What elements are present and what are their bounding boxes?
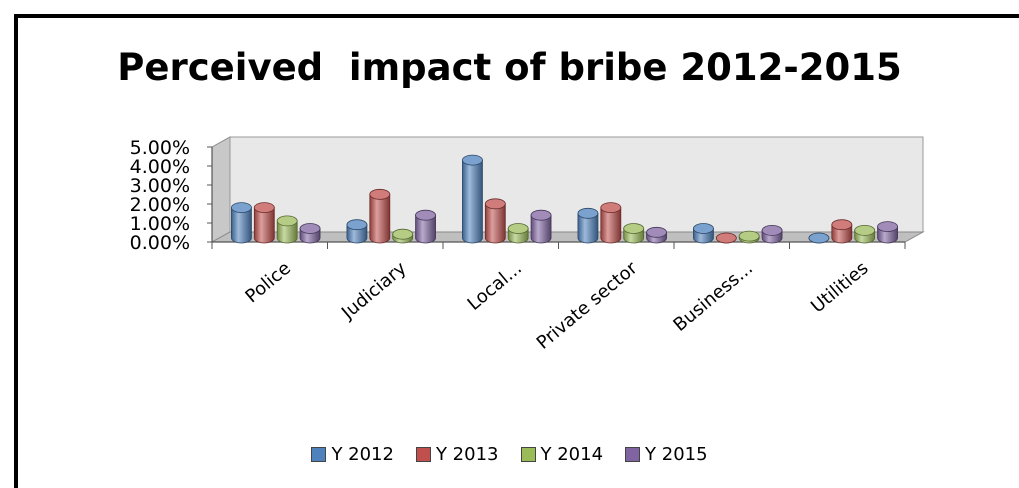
bar	[231, 202, 252, 244]
back-wall	[229, 136, 924, 233]
bar	[276, 215, 298, 244]
x-tick-label: Judiciary	[337, 258, 411, 325]
bar	[346, 219, 368, 244]
bar	[738, 230, 760, 244]
bar	[484, 198, 506, 244]
legend: Y 2012 Y 2013 Y 2014 Y 2015	[0, 444, 1019, 465]
legend-label: Y 2014	[540, 444, 604, 465]
legend-label: Y 2013	[435, 444, 499, 465]
x-tick-label: Utilities	[807, 258, 872, 318]
legend-item: Y 2012	[311, 444, 394, 465]
legend-swatch	[520, 447, 536, 462]
legend-label: Y 2012	[331, 444, 394, 465]
side-wall	[211, 136, 231, 243]
bar	[369, 188, 391, 244]
bar	[854, 224, 876, 244]
x-tick-label: Private sector	[533, 257, 642, 353]
bar	[577, 207, 599, 244]
y-tick-label: 1.00%	[130, 213, 190, 235]
bar	[299, 223, 321, 244]
bar	[761, 224, 783, 244]
chart-title: Perceived impact of bribe 2012-2015	[117, 46, 902, 89]
bar	[253, 202, 275, 244]
bar	[808, 232, 830, 244]
bar	[623, 223, 645, 244]
bar	[877, 221, 898, 244]
legend-label: Y 2015	[645, 444, 708, 465]
legend-swatch	[311, 447, 327, 462]
legend-item: Y 2015	[625, 444, 708, 465]
bar	[600, 202, 622, 244]
y-tick-label: 4.00%	[130, 156, 190, 178]
x-tick-label: Local...	[464, 258, 526, 315]
x-tick-label: Police	[241, 258, 294, 308]
chart-plot: 0.00%1.00%2.00%3.00%4.00%5.00% Police Jud…	[130, 136, 925, 354]
bars	[231, 154, 898, 244]
x-tick-label: Business...	[670, 258, 757, 336]
bar	[831, 219, 853, 244]
legend-swatch	[625, 447, 641, 462]
y-tick-label: 0.00%	[130, 232, 190, 254]
bar	[693, 223, 714, 244]
bar	[715, 232, 737, 244]
y-tick-label: 3.00%	[130, 175, 190, 197]
y-axis: 0.00%1.00%2.00%3.00%4.00%5.00%	[130, 137, 906, 254]
y-tick-label: 5.00%	[130, 137, 190, 159]
bar	[646, 226, 667, 244]
bar	[392, 228, 414, 244]
bar	[415, 209, 436, 244]
legend-item: Y 2014	[520, 444, 604, 465]
x-axis: Police Judiciary Local... Private sector Bus…	[241, 257, 872, 353]
chart-frame	[14, 14, 1019, 488]
bar	[530, 209, 552, 244]
y-tick-label: 2.00%	[130, 194, 190, 216]
bar	[507, 223, 529, 244]
legend-swatch	[415, 447, 431, 462]
bar	[462, 154, 483, 244]
legend-item: Y 2013	[415, 444, 499, 465]
